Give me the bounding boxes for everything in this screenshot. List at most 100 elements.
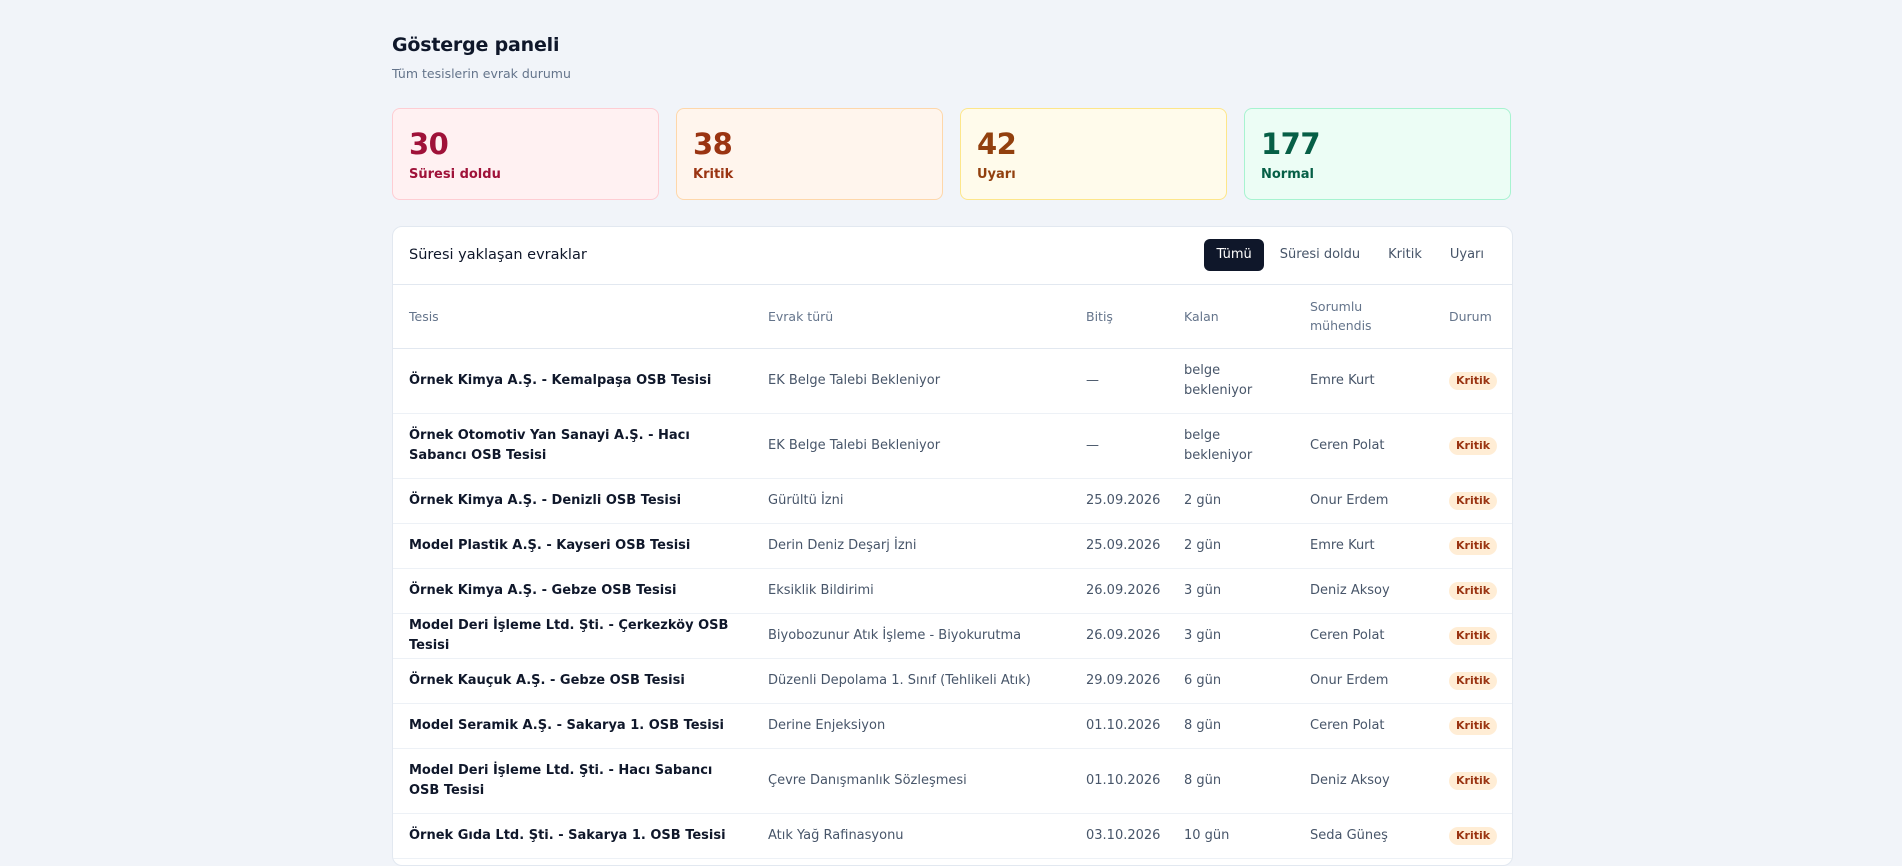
document-type-cell: EK Belge Talebi Bekleniyor [752, 413, 1070, 479]
end-date-cell: 26.09.2026 [1070, 613, 1168, 659]
status-cell: Kritik [1433, 748, 1512, 814]
remaining-cell: 6 gün [1168, 658, 1294, 704]
status-badge: Kritik [1449, 437, 1498, 455]
table-row[interactable]: Örnek Kimya A.Ş. - Gebze OSB Tesisi Eksi… [393, 568, 1512, 614]
remaining-cell: 8 gün [1168, 748, 1294, 814]
document-type-cell: Gürültü İzni [752, 478, 1070, 524]
status-badge: Kritik [1449, 582, 1498, 600]
engineer-cell: Deniz Aksoy [1294, 748, 1433, 814]
table-header-row: Tesis Evrak türü Bitiş Kalan Sorumlu müh… [393, 284, 1512, 349]
stat-value: 177 [1261, 127, 1321, 161]
remaining-cell: 2 gün [1168, 478, 1294, 524]
remaining-cell: 3 gün [1168, 613, 1294, 659]
status-badge: Kritik [1449, 372, 1498, 390]
remaining-cell: belge bekleniyor [1168, 348, 1294, 414]
facility-cell: Örnek Kauçuk A.Ş. - Gebze OSB Tesisi [393, 658, 752, 704]
status-badge: Kritik [1449, 537, 1498, 555]
facility-cell: Örnek Otomotiv Yan Sanayi A.Ş. - Hacı Sa… [393, 413, 752, 479]
end-date-cell: 25.09.2026 [1070, 478, 1168, 524]
status-cell: Kritik [1433, 613, 1512, 659]
stat-cards: 30 Süresi doldu 38 Kritik 42 Uyarı 177 N… [392, 108, 1513, 202]
status-filter-tabs: Tümü Süresi doldu Kritik Uyarı [1204, 239, 1496, 271]
status-cell: Kritik [1433, 658, 1512, 704]
column-header-engineer[interactable]: Sorumlu mühendis [1294, 284, 1433, 349]
column-header-remaining[interactable]: Kalan [1168, 284, 1294, 349]
engineer-cell: Ceren Polat [1294, 703, 1433, 749]
filter-warning[interactable]: Uyarı [1449, 247, 1484, 262]
table-row[interactable]: Örnek Kauçuk A.Ş. - Gebze OSB Tesisi Düz… [393, 658, 1512, 704]
panel-title: Süresi yaklaşan evraklar [409, 247, 587, 263]
filter-all[interactable]: Tümü [1204, 239, 1264, 271]
column-header-document-type[interactable]: Evrak türü [752, 284, 1070, 349]
column-header-status[interactable]: Durum [1433, 284, 1512, 349]
document-type-cell: Biyobozunur Atık İşleme - Biyokurutma [752, 613, 1070, 659]
end-date-cell: — [1070, 413, 1168, 479]
end-date-cell: — [1070, 348, 1168, 414]
documents-table: Tesis Evrak türü Bitiş Kalan Sorumlu müh… [393, 284, 1512, 859]
status-cell: Kritik [1433, 568, 1512, 614]
stat-card-expired[interactable]: 30 Süresi doldu [392, 108, 659, 200]
remaining-cell: 2 gün [1168, 523, 1294, 569]
end-date-cell: 01.10.2026 [1070, 748, 1168, 814]
filter-expired[interactable]: Süresi doldu [1279, 247, 1361, 262]
status-cell: Kritik [1433, 478, 1512, 524]
engineer-cell: Onur Erdem [1294, 658, 1433, 704]
status-badge: Kritik [1449, 492, 1498, 510]
facility-cell: Model Seramik A.Ş. - Sakarya 1. OSB Tesi… [393, 703, 752, 749]
status-cell: Kritik [1433, 813, 1512, 859]
stat-card-critical[interactable]: 38 Kritik [676, 108, 943, 200]
table-row[interactable]: Örnek Kimya A.Ş. - Denizli OSB Tesisi Gü… [393, 478, 1512, 524]
stat-value: 38 [693, 127, 733, 161]
table-row[interactable]: Örnek Gıda Ltd. Şti. - Sakarya 1. OSB Te… [393, 813, 1512, 859]
table-row[interactable]: Model Deri İşleme Ltd. Şti. - Hacı Saban… [393, 748, 1512, 814]
facility-cell: Örnek Kimya A.Ş. - Kemalpaşa OSB Tesisi [393, 348, 752, 414]
table-row[interactable]: Model Seramik A.Ş. - Sakarya 1. OSB Tesi… [393, 703, 1512, 749]
table-row[interactable]: Model Deri İşleme Ltd. Şti. - Çerkezköy … [393, 613, 1512, 659]
table-row[interactable]: Örnek Otomotiv Yan Sanayi A.Ş. - Hacı Sa… [393, 413, 1512, 479]
facility-cell: Örnek Kimya A.Ş. - Gebze OSB Tesisi [393, 568, 752, 614]
status-cell: Kritik [1433, 523, 1512, 569]
page-title: Gösterge paneli [392, 34, 560, 56]
remaining-cell: 10 gün [1168, 813, 1294, 859]
status-cell: Kritik [1433, 703, 1512, 749]
engineer-cell: Deniz Aksoy [1294, 568, 1433, 614]
page-subtitle: Tüm tesislerin evrak durumu [392, 66, 571, 81]
status-badge: Kritik [1449, 627, 1498, 645]
document-type-cell: Düzenli Depolama 1. Sınıf (Tehlikeli Atı… [752, 658, 1070, 704]
engineer-cell: Seda Güneş [1294, 813, 1433, 859]
document-type-cell: Çevre Danışmanlık Sözleşmesi [752, 748, 1070, 814]
table-row[interactable]: Örnek Kimya A.Ş. - Kemalpaşa OSB Tesisi … [393, 348, 1512, 414]
stat-card-normal[interactable]: 177 Normal [1244, 108, 1511, 200]
engineer-cell: Emre Kurt [1294, 523, 1433, 569]
engineer-cell: Onur Erdem [1294, 478, 1433, 524]
status-cell: Kritik [1433, 348, 1512, 414]
facility-cell: Örnek Kimya A.Ş. - Denizli OSB Tesisi [393, 478, 752, 524]
table-row[interactable]: Model Plastik A.Ş. - Kayseri OSB Tesisi … [393, 523, 1512, 569]
engineer-cell: Ceren Polat [1294, 413, 1433, 479]
end-date-cell: 25.09.2026 [1070, 523, 1168, 569]
document-type-cell: EK Belge Talebi Bekleniyor [752, 348, 1070, 414]
engineer-cell: Emre Kurt [1294, 348, 1433, 414]
stat-value: 30 [409, 127, 449, 161]
filter-critical[interactable]: Kritik [1388, 247, 1422, 262]
document-type-cell: Atık Yağ Rafinasyonu [752, 813, 1070, 859]
column-header-facility[interactable]: Tesis [393, 284, 752, 349]
stat-label: Normal [1261, 167, 1314, 182]
remaining-cell: 3 gün [1168, 568, 1294, 614]
panel-header: Süresi yaklaşan evraklar Tümü Süresi dol… [393, 227, 1512, 285]
status-badge: Kritik [1449, 672, 1498, 690]
document-type-cell: Derine Enjeksiyon [752, 703, 1070, 749]
stat-card-warning[interactable]: 42 Uyarı [960, 108, 1227, 200]
end-date-cell: 01.10.2026 [1070, 703, 1168, 749]
facility-cell: Model Deri İşleme Ltd. Şti. - Hacı Saban… [393, 748, 752, 814]
document-type-cell: Eksiklik Bildirimi [752, 568, 1070, 614]
facility-cell: Örnek Gıda Ltd. Şti. - Sakarya 1. OSB Te… [393, 813, 752, 859]
stat-label: Kritik [693, 167, 734, 182]
end-date-cell: 26.09.2026 [1070, 568, 1168, 614]
stat-label: Süresi doldu [409, 167, 501, 182]
remaining-cell: belge bekleniyor [1168, 413, 1294, 479]
engineer-cell: Ceren Polat [1294, 613, 1433, 659]
status-badge: Kritik [1449, 827, 1498, 845]
column-header-end-date[interactable]: Bitiş [1070, 284, 1168, 349]
facility-cell: Model Deri İşleme Ltd. Şti. - Çerkezköy … [393, 613, 752, 659]
